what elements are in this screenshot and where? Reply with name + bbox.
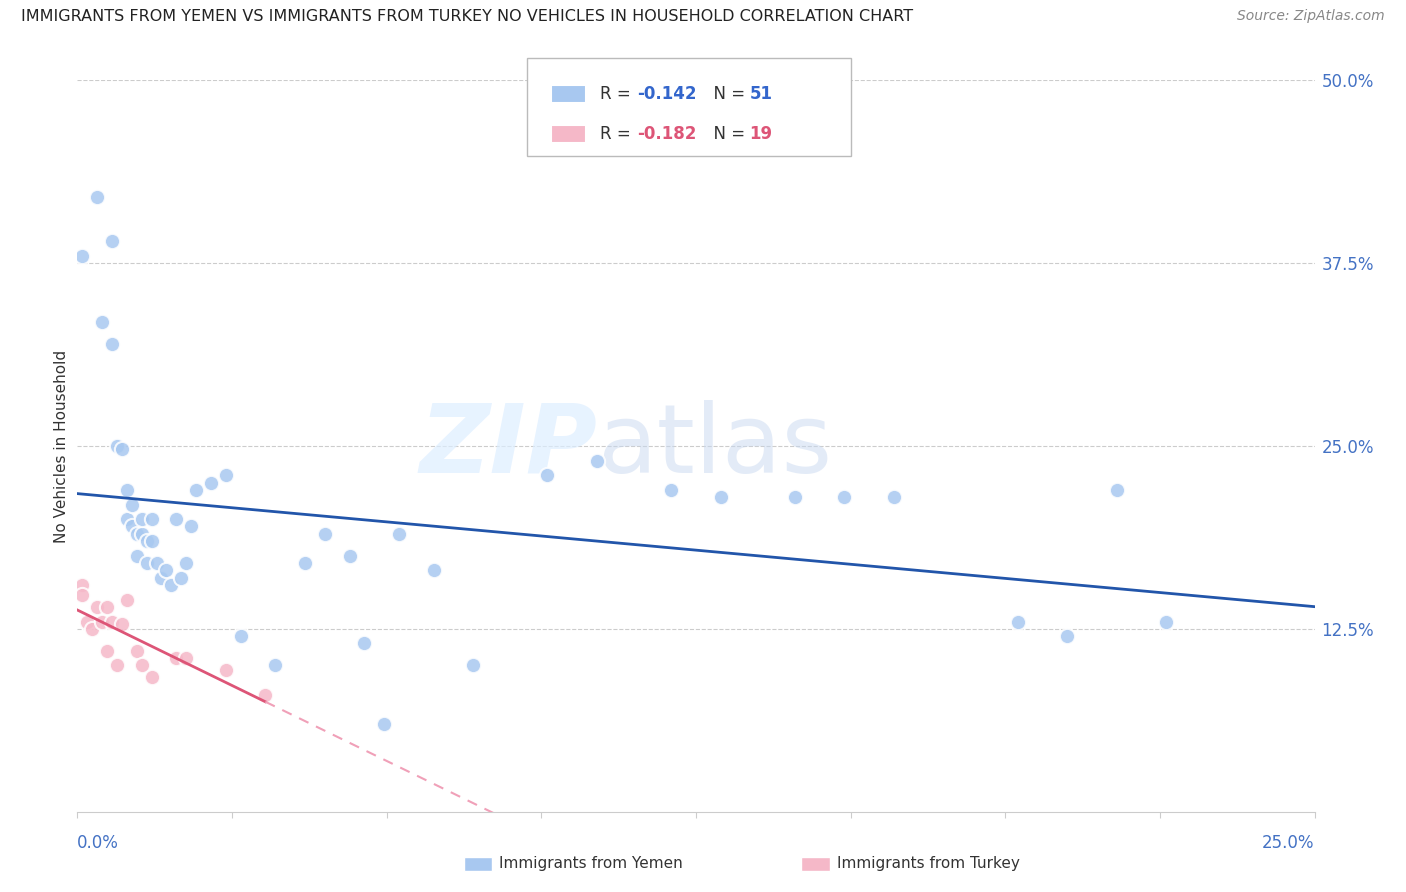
Point — [883, 490, 905, 504]
Point — [125, 644, 148, 658]
Point — [115, 592, 138, 607]
Point — [215, 468, 238, 483]
Point — [115, 512, 138, 526]
Point — [121, 519, 143, 533]
Point — [86, 599, 108, 614]
Point — [86, 190, 108, 204]
Point — [536, 468, 558, 483]
Point — [125, 526, 148, 541]
Point — [422, 563, 444, 577]
Point — [101, 234, 124, 248]
Point — [165, 651, 187, 665]
Point — [388, 526, 411, 541]
Point — [76, 615, 98, 629]
Point — [463, 658, 485, 673]
Point — [135, 534, 157, 549]
Point — [105, 658, 128, 673]
Y-axis label: No Vehicles in Household: No Vehicles in Household — [53, 350, 69, 542]
Point — [131, 658, 153, 673]
Point — [131, 526, 153, 541]
Point — [659, 483, 682, 497]
Point — [72, 249, 94, 263]
Point — [150, 571, 173, 585]
Text: Immigrants from Yemen: Immigrants from Yemen — [499, 856, 683, 871]
Text: R =: R = — [600, 125, 637, 143]
Text: 51: 51 — [749, 85, 772, 103]
Point — [1007, 615, 1029, 629]
Point — [141, 534, 163, 549]
Point — [215, 663, 238, 677]
Point — [72, 578, 94, 592]
Point — [135, 556, 157, 570]
Point — [180, 519, 202, 533]
Point — [229, 629, 252, 643]
Point — [115, 483, 138, 497]
Point — [141, 512, 163, 526]
Point — [174, 556, 197, 570]
Point — [339, 549, 361, 563]
Text: ZIP: ZIP — [419, 400, 598, 492]
Point — [160, 578, 183, 592]
Point — [101, 336, 124, 351]
Point — [96, 599, 118, 614]
Point — [1056, 629, 1078, 643]
Text: R =: R = — [600, 85, 637, 103]
Point — [72, 588, 94, 602]
Point — [184, 483, 207, 497]
Text: 0.0%: 0.0% — [77, 834, 120, 852]
Point — [101, 615, 124, 629]
Text: 25.0%: 25.0% — [1263, 834, 1315, 852]
Point — [174, 651, 197, 665]
Point — [141, 670, 163, 684]
Text: N =: N = — [703, 85, 751, 103]
Text: IMMIGRANTS FROM YEMEN VS IMMIGRANTS FROM TURKEY NO VEHICLES IN HOUSEHOLD CORRELA: IMMIGRANTS FROM YEMEN VS IMMIGRANTS FROM… — [21, 9, 914, 24]
Point — [131, 512, 153, 526]
Text: atlas: atlas — [598, 400, 832, 492]
Text: 19: 19 — [749, 125, 772, 143]
Point — [121, 498, 143, 512]
Text: N =: N = — [703, 125, 751, 143]
Text: -0.182: -0.182 — [637, 125, 696, 143]
Point — [353, 636, 375, 650]
Point — [125, 549, 148, 563]
Point — [1105, 483, 1128, 497]
Point — [783, 490, 806, 504]
Point — [373, 717, 395, 731]
Point — [111, 617, 134, 632]
Point — [82, 622, 104, 636]
Point — [264, 658, 287, 673]
Text: -0.142: -0.142 — [637, 85, 696, 103]
Point — [1154, 615, 1177, 629]
Point — [165, 512, 187, 526]
Point — [294, 556, 316, 570]
Point — [91, 615, 114, 629]
Text: Immigrants from Turkey: Immigrants from Turkey — [837, 856, 1019, 871]
Point — [170, 571, 193, 585]
Point — [200, 475, 222, 490]
Point — [710, 490, 733, 504]
Text: Source: ZipAtlas.com: Source: ZipAtlas.com — [1237, 9, 1385, 23]
Point — [91, 315, 114, 329]
Point — [96, 644, 118, 658]
Point — [586, 453, 609, 467]
Point — [105, 439, 128, 453]
Point — [314, 526, 336, 541]
Point — [111, 442, 134, 456]
Point — [254, 688, 277, 702]
Point — [155, 563, 177, 577]
Point — [145, 556, 167, 570]
Point — [834, 490, 856, 504]
